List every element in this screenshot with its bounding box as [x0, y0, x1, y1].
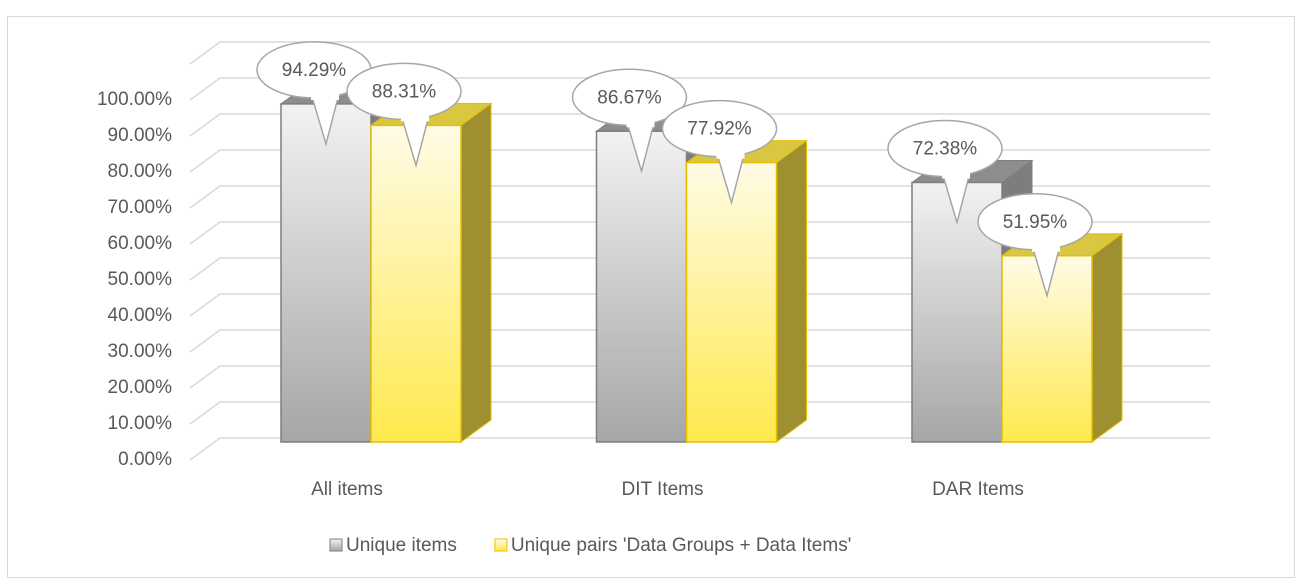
bar: [685, 161, 778, 443]
x-tick-label: DIT Items: [622, 479, 704, 500]
y-tick-label: 80.00%: [108, 161, 173, 182]
grid-line: [189, 257, 221, 281]
x-tick-label: DAR Items: [932, 479, 1024, 500]
bar-side: [776, 139, 807, 443]
grid-line: [189, 293, 221, 317]
grid-line: [189, 113, 221, 137]
callout-mask: [401, 109, 429, 122]
legend-swatch: [494, 538, 508, 552]
data-label: 94.29%: [282, 60, 347, 81]
bar: [280, 103, 372, 443]
grid-line: [189, 185, 221, 209]
callout-mask: [1032, 239, 1060, 252]
callout-mask: [311, 87, 339, 100]
data-label: 77.92%: [687, 119, 752, 140]
legend-label: Unique items: [346, 535, 457, 556]
bar-side: [460, 102, 492, 443]
data-label: 72.38%: [913, 139, 978, 160]
grid-line: [189, 221, 221, 245]
bar: [1001, 254, 1093, 443]
grid-line: [189, 149, 221, 173]
grid-line: [189, 365, 221, 389]
grid-line: [189, 329, 221, 353]
callout-mask: [942, 166, 970, 179]
legend-label: Unique pairs 'Data Groups + Data Items': [511, 535, 851, 556]
legend-swatch: [329, 538, 343, 552]
y-tick-label: 30.00%: [108, 341, 173, 362]
wall-edge: [189, 41, 221, 65]
y-tick-label: 90.00%: [108, 125, 173, 146]
y-tick-label: 10.00%: [108, 413, 173, 434]
y-tick-label: 60.00%: [108, 233, 173, 254]
y-tick-label: 20.00%: [108, 377, 173, 398]
grid-line: [189, 401, 221, 425]
y-tick-label: 100.00%: [97, 89, 172, 110]
y-tick-label: 40.00%: [108, 305, 173, 326]
bar-side: [1091, 232, 1123, 443]
grid-line: [189, 77, 221, 101]
bar: [370, 124, 462, 443]
callout-mask: [626, 115, 655, 128]
x-tick-label: All items: [311, 479, 383, 500]
data-label: 51.95%: [1003, 212, 1068, 233]
data-label: 88.31%: [372, 81, 437, 102]
y-tick-label: 70.00%: [108, 197, 173, 218]
grid-line: [189, 437, 221, 461]
y-tick-label: 0.00%: [118, 449, 172, 470]
data-label: 86.67%: [597, 87, 662, 108]
bar: [595, 130, 688, 443]
callout-mask: [716, 146, 745, 159]
y-tick-label: 50.00%: [108, 269, 173, 290]
